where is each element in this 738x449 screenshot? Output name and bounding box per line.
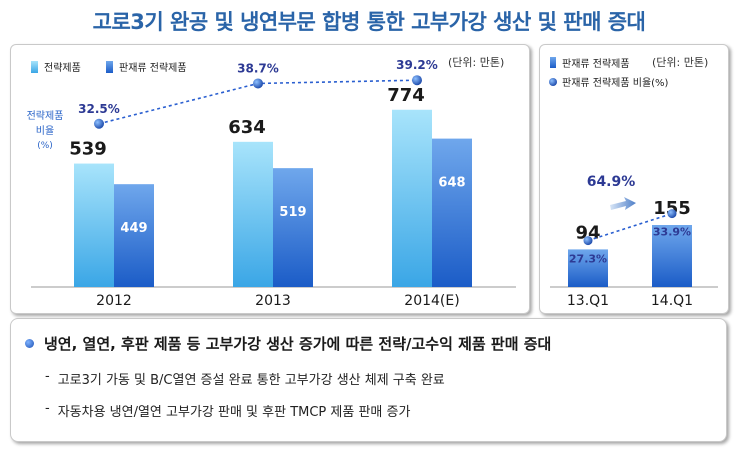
ratio-label: 38.7% [237, 61, 279, 75]
ratio-point [412, 75, 422, 86]
ratio-point [253, 78, 263, 89]
notes-panel: 냉연, 열연, 후판 제품 등 고부가강 생산 증가에 따른 전략/고수익 제품… [10, 318, 727, 442]
note-item-text: 고로3기 가동 및 B/C열연 증설 완료 통한 고부가강 생산 체제 구축 완… [57, 373, 445, 388]
growth-arrow-icon [610, 197, 636, 210]
ratio-axis-label-line1: 전략제품 [27, 110, 64, 122]
bar-sales-label: 449 [120, 221, 147, 236]
unit-label: (단위: 만톤) [448, 56, 504, 69]
legend-strategic-label: 전략제품 [44, 62, 81, 74]
ratio-line-q [587, 212, 673, 242]
annual-chart-panel: 전략제품 판재류 전략제품 (단위: 만톤) 전략제품 비율 (%) 539 44… [10, 44, 530, 314]
x-tick-label: 2014(E) [404, 293, 459, 309]
x-tick-label-q: 14.Q1 [651, 293, 693, 309]
x-tick-label: 2012 [96, 293, 132, 309]
bar-strategic [74, 163, 114, 287]
ratio-label-q: 27.3% [569, 253, 607, 266]
note-item: - 자동차용 냉연/열연 고부가강 판매 및 후판 TMCP 제품 판매 증가 [45, 401, 410, 420]
bar-sales-label: 519 [279, 205, 306, 220]
bar-sales-strategic [114, 184, 154, 287]
bar-strategic [233, 141, 273, 287]
bar-strategic-label: 539 [69, 139, 107, 160]
ratio-axis-label-line3: (%) [37, 141, 53, 151]
bar-strategic [392, 109, 432, 287]
ratio-label: 39.2% [396, 58, 438, 72]
ratio-point-q [667, 209, 677, 219]
legend-sales-swatch [106, 61, 113, 73]
annual-chart: 전략제품 판재류 전략제품 (단위: 만톤) 전략제품 비율 (%) 539 44… [27, 56, 516, 309]
legend-sales-label-q: 판재류 전략제품 [562, 58, 630, 70]
bar-strategic-label: 774 [387, 85, 425, 106]
bar-sales-label: 648 [438, 176, 465, 191]
bar-value-label-q: 155 [653, 198, 691, 219]
legend-strategic-swatch [31, 61, 38, 73]
quarterly-chart-panel: 판재류 전략제품 판재류 전략제품 비율(%) (단위: 만톤) 94 13.Q1… [539, 44, 729, 314]
page-title: 고로3기 완공 및 냉연부문 합병 통한 고부가강 생산 및 판매 증대 [92, 10, 646, 34]
bar-sales-strategic [273, 168, 313, 287]
dash-icon: - [45, 369, 50, 384]
growth-label: 64.9% [587, 174, 636, 190]
note-item: - 고로3기 가동 및 B/C열연 증설 완료 통한 고부가강 생산 체제 구축… [45, 369, 445, 388]
bar-strategic-label: 634 [228, 117, 266, 138]
main-note: 냉연, 열연, 후판 제품 등 고부가강 생산 증가에 따른 전략/고수익 제품… [25, 333, 551, 354]
ratio-point [94, 118, 104, 129]
bar-sales-strategic-q [652, 225, 692, 287]
main-note-text: 냉연, 열연, 후판 제품 등 고부가강 생산 증가에 따른 전략/고수익 제품… [44, 335, 552, 353]
x-tick-label-q: 13.Q1 [567, 293, 609, 309]
note-item-text: 자동차용 냉연/열연 고부가강 판매 및 후판 TMCP 제품 판매 증가 [57, 405, 411, 420]
bar-sales-strategic-q [568, 249, 608, 287]
ratio-label: 32.5% [78, 102, 120, 116]
legend-sales-label: 판재류 전략제품 [119, 62, 187, 74]
ratio-label-q: 33.9% [653, 226, 691, 239]
dash-icon: - [45, 401, 50, 416]
bullet-dot-icon [25, 339, 34, 348]
ratio-axis-label-line2: 비율 [36, 125, 54, 137]
x-tick-label: 2013 [255, 293, 291, 309]
legend-sales-swatch-q [550, 57, 556, 68]
ratio-point-q [583, 236, 593, 246]
bar-sales-strategic [432, 138, 472, 287]
unit-label-q: (단위: 만톤) [652, 56, 708, 69]
quarterly-chart: 판재류 전략제품 판재류 전략제품 비율(%) (단위: 만톤) 9413.Q1… [549, 56, 718, 309]
legend-ratio-dot [549, 78, 557, 86]
legend-ratio-label-q: 판재류 전략제품 비율(%) [562, 77, 669, 89]
